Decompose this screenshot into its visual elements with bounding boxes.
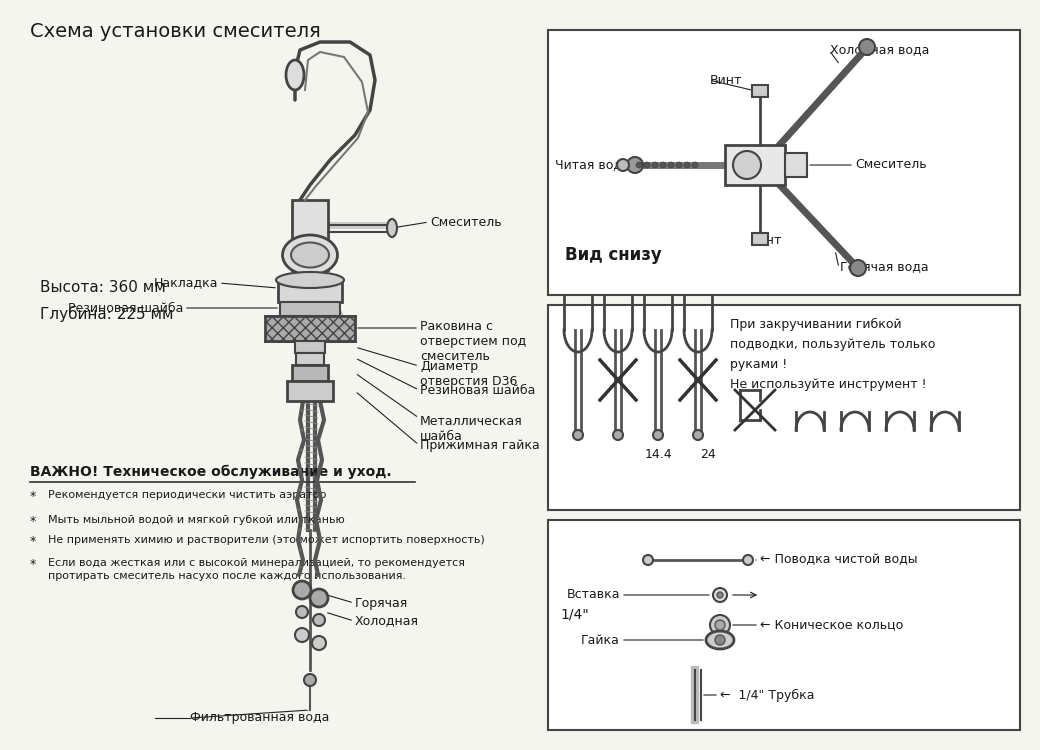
Text: Вставка: Вставка xyxy=(567,589,620,602)
Ellipse shape xyxy=(283,235,338,275)
Circle shape xyxy=(293,581,311,599)
Text: Схема установки смесителя: Схема установки смесителя xyxy=(30,22,320,41)
Circle shape xyxy=(676,162,682,168)
Circle shape xyxy=(573,430,583,440)
Circle shape xyxy=(859,39,875,55)
Text: Читая вода: Читая вода xyxy=(555,158,630,172)
Circle shape xyxy=(297,509,301,512)
Circle shape xyxy=(312,636,326,650)
Ellipse shape xyxy=(387,219,397,237)
Text: Если вода жесткая или с высокой минерализацией, то рекомендуется
протирать смеси: Если вода жесткая или с высокой минерали… xyxy=(48,558,465,581)
Circle shape xyxy=(717,592,723,598)
Bar xyxy=(752,233,768,245)
Circle shape xyxy=(301,428,304,431)
Circle shape xyxy=(692,162,698,168)
Circle shape xyxy=(713,588,727,602)
Bar xyxy=(752,85,768,97)
Circle shape xyxy=(636,162,642,168)
Text: Холодная вода: Холодная вода xyxy=(830,44,930,56)
Text: Холодная: Холодная xyxy=(355,614,419,628)
Bar xyxy=(280,302,340,316)
Text: ← Коническое кольцо: ← Коническое кольцо xyxy=(760,619,904,632)
Circle shape xyxy=(300,409,303,412)
Circle shape xyxy=(627,157,643,173)
Text: ВАЖНО! Техническое обслуживание и уход.: ВАЖНО! Техническое обслуживание и уход. xyxy=(30,465,392,479)
Text: Вид снизу: Вид снизу xyxy=(565,246,661,264)
Circle shape xyxy=(660,162,666,168)
Ellipse shape xyxy=(291,242,329,268)
Text: Фильтрованная вода: Фильтрованная вода xyxy=(190,712,330,724)
Text: Винт: Винт xyxy=(750,233,782,247)
Text: 1/4": 1/4" xyxy=(560,608,589,622)
Text: Диаметр
отверстия D36: Диаметр отверстия D36 xyxy=(420,360,517,388)
Circle shape xyxy=(643,555,653,565)
Text: При закручивании гибкой
подводки, пользуйтель только
руками !
Не используйте инс: При закручивании гибкой подводки, пользу… xyxy=(730,318,935,391)
Text: Рекомендуется периодически чистить аэратор: Рекомендуется периодически чистить аэрат… xyxy=(48,490,327,500)
Circle shape xyxy=(296,606,308,618)
Text: Накладка: Накладка xyxy=(154,277,218,290)
Text: *: * xyxy=(30,490,36,503)
Text: Винт: Винт xyxy=(710,74,743,86)
Bar xyxy=(292,365,328,381)
Bar xyxy=(278,280,342,302)
Bar xyxy=(287,381,333,401)
Circle shape xyxy=(716,620,725,630)
Bar xyxy=(265,316,355,341)
Bar xyxy=(292,200,328,270)
Circle shape xyxy=(295,628,309,642)
Text: ←  1/4" Трубка: ← 1/4" Трубка xyxy=(720,688,814,701)
Text: Прижимная гайка: Прижимная гайка xyxy=(420,439,540,452)
Circle shape xyxy=(613,430,623,440)
Text: Смеситель: Смеситель xyxy=(855,158,927,172)
Bar xyxy=(548,305,1020,510)
Circle shape xyxy=(716,635,725,645)
Text: *: * xyxy=(30,515,36,528)
Circle shape xyxy=(300,566,303,569)
Text: Высота: 360 мм
Глубина: 225 мм: Высота: 360 мм Глубина: 225 мм xyxy=(40,280,174,322)
Circle shape xyxy=(668,162,674,168)
Text: *: * xyxy=(30,558,36,571)
Ellipse shape xyxy=(706,631,734,649)
Circle shape xyxy=(653,430,664,440)
Text: Резиновая шайба: Резиновая шайба xyxy=(420,383,536,397)
Circle shape xyxy=(652,162,658,168)
Bar xyxy=(296,353,324,365)
Text: Не применять химию и растворители (это может испортить поверхность): Не применять химию и растворители (это м… xyxy=(48,535,485,545)
Circle shape xyxy=(313,614,324,626)
Circle shape xyxy=(304,674,316,686)
Circle shape xyxy=(743,555,753,565)
Circle shape xyxy=(733,151,761,179)
Text: 14.4: 14.4 xyxy=(645,448,673,461)
Text: Горячая вода: Горячая вода xyxy=(840,262,929,274)
Circle shape xyxy=(644,162,650,168)
Text: Гайка: Гайка xyxy=(581,634,620,646)
Circle shape xyxy=(310,589,328,607)
Circle shape xyxy=(850,260,866,276)
Circle shape xyxy=(298,529,301,532)
Text: 24: 24 xyxy=(700,448,716,461)
Bar xyxy=(785,153,807,177)
Text: Горячая: Горячая xyxy=(355,596,409,610)
Bar xyxy=(548,520,1020,730)
Ellipse shape xyxy=(286,60,304,90)
Circle shape xyxy=(617,159,629,171)
Text: Резиновая шайба: Резиновая шайба xyxy=(68,302,183,314)
Text: Металлическая
шайба: Металлическая шайба xyxy=(420,415,523,443)
Text: Раковина с
отверстием под
смеситель: Раковина с отверстием под смеситель xyxy=(420,320,526,363)
Bar xyxy=(548,30,1020,295)
Circle shape xyxy=(684,162,690,168)
Text: Смеситель: Смеситель xyxy=(430,215,501,229)
Circle shape xyxy=(298,488,301,491)
Text: Мыть мыльной водой и мягкой губкой или тканью: Мыть мыльной водой и мягкой губкой или т… xyxy=(48,515,344,525)
Circle shape xyxy=(298,469,302,472)
Circle shape xyxy=(300,448,303,452)
Circle shape xyxy=(710,615,730,635)
Circle shape xyxy=(693,430,703,440)
Bar xyxy=(295,341,324,353)
Text: ← Поводка чистой воды: ← Поводка чистой воды xyxy=(760,554,917,566)
Circle shape xyxy=(300,548,302,551)
Text: *: * xyxy=(30,535,36,548)
Ellipse shape xyxy=(276,272,344,288)
Bar xyxy=(725,145,785,185)
